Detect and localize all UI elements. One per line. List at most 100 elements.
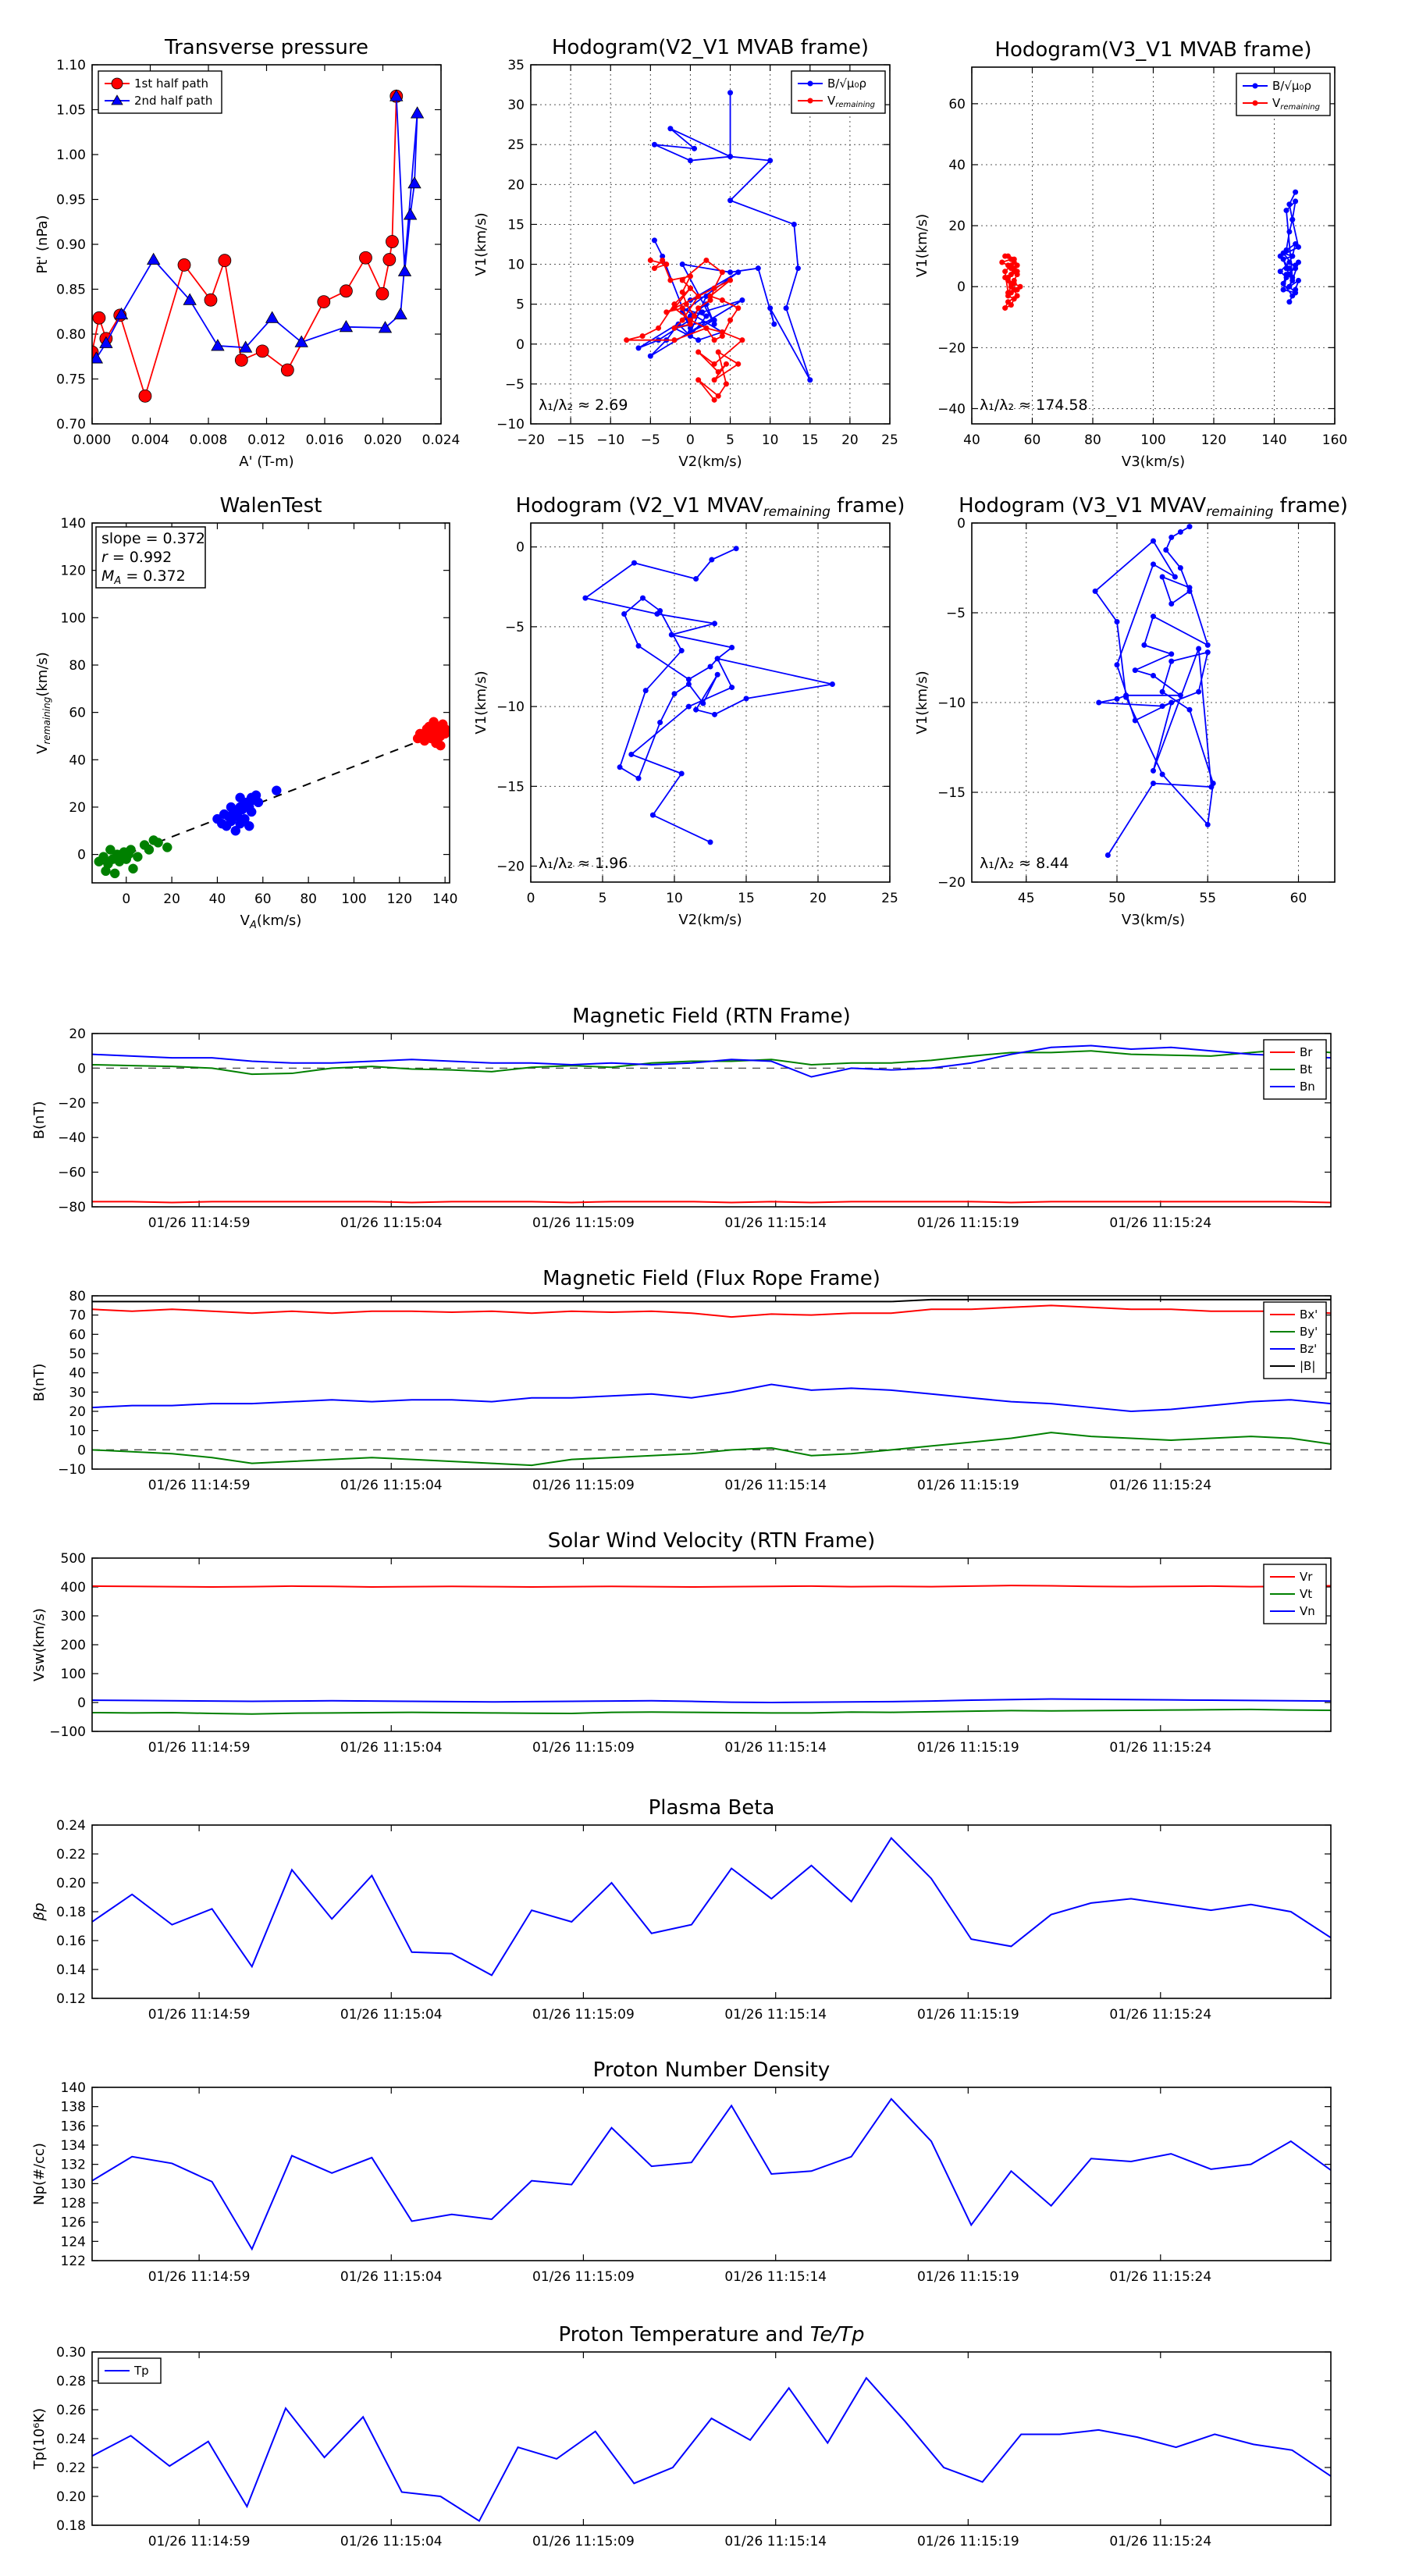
series-line [92, 1837, 1331, 1976]
axes-frame [91, 2087, 1332, 2261]
series-line [92, 1304, 1331, 1318]
data-point [1159, 771, 1165, 777]
y-tick-label: 0.75 [56, 372, 86, 388]
y-tick-label: 0.20 [56, 2489, 86, 2505]
y-tick-label: −5 [946, 606, 966, 621]
y-tick-label: 40 [948, 158, 966, 173]
data-point [651, 237, 657, 244]
data-point [739, 337, 745, 343]
stats-line: r = 0.992 [101, 549, 172, 566]
y-tick-label: 60 [69, 1327, 86, 1343]
series-vn [92, 1698, 1331, 1704]
legend-marker [1252, 100, 1258, 106]
x-tick-label: 01/26 11:15:24 [1109, 2269, 1211, 2285]
chart-title: Plasma Beta [649, 1796, 775, 1820]
title-main: Hodogram(V3_V1 MVAB frame) [994, 38, 1311, 62]
data-point [382, 253, 397, 266]
x-tick-label: 0.000 [73, 432, 112, 448]
y-tick-label: 130 [61, 2176, 86, 2192]
data-point [1177, 529, 1183, 535]
x-axis-label: V2(km/s) [678, 912, 742, 928]
data-point [1151, 561, 1156, 568]
y-tick-label: 0.95 [56, 193, 86, 208]
data-point [1151, 767, 1156, 774]
x-tick-label: 0 [527, 891, 535, 906]
plot-area [582, 546, 835, 845]
title-main: Magnetic Field (Flux Rope Frame) [542, 1267, 880, 1290]
x-tick-label: 01/26 11:15:09 [532, 1740, 635, 1756]
data-point [1204, 821, 1211, 827]
data-point [767, 158, 774, 164]
legend-frame [791, 70, 886, 114]
data-point [386, 235, 399, 248]
legend-label: Bz' [1300, 1342, 1317, 1356]
data-point [1177, 565, 1183, 571]
data-point [755, 265, 761, 272]
data-point [92, 311, 106, 325]
data-point [1151, 538, 1156, 544]
data-point [244, 820, 254, 831]
data-point [99, 336, 113, 348]
x-tick-label: 0 [122, 891, 130, 907]
legend-marker [111, 77, 123, 90]
data-point [712, 711, 718, 717]
series-tp [92, 2376, 1331, 2522]
x-tick-label: 01/26 11:15:04 [340, 2534, 443, 2549]
series-line [92, 1383, 1331, 1413]
data-point [621, 611, 628, 617]
x-tick-label: 10 [666, 891, 683, 906]
x-tick-label: 140 [1261, 432, 1286, 448]
series-bz [92, 1383, 1331, 1413]
data-point [1151, 673, 1156, 678]
data-point [719, 297, 725, 304]
chart-title: Hodogram (V3_V1 MVAVremaining frame) [959, 494, 1348, 520]
data-point [340, 284, 353, 298]
x-tick-label: 01/26 11:14:59 [148, 2534, 251, 2549]
data-point [723, 361, 729, 367]
data-point [1286, 265, 1293, 272]
chart-title: Transverse pressure [164, 36, 368, 59]
data-point [378, 321, 393, 333]
series-bt [212, 785, 282, 836]
series-np [92, 2097, 1331, 2251]
data-point [397, 264, 412, 276]
legend-marker [111, 94, 123, 105]
legend: 1st half path 2nd half path [98, 70, 222, 114]
x-tick-label: 01/26 11:15:09 [532, 1215, 635, 1231]
y-tick-label: 20 [69, 800, 86, 816]
y-tick-label: 0 [957, 516, 966, 532]
data-point [114, 307, 129, 320]
data-point [695, 293, 702, 299]
data-point [727, 154, 734, 160]
x-tick-label: 01/26 11:15:24 [1109, 1740, 1211, 1756]
data-point [711, 361, 717, 367]
x-tick-label: 01/26 11:15:14 [724, 2534, 827, 2549]
x-tick-label: 5 [726, 432, 735, 448]
legend-label: Bx' [1300, 1308, 1318, 1322]
y-tick-label: 200 [61, 1638, 86, 1653]
data-point [703, 313, 710, 319]
y-tick-label: −20 [58, 1096, 86, 1112]
data-point [1096, 699, 1102, 706]
legend-frame [1236, 73, 1331, 116]
chart-tp: Transverse pressure 0.000 0.004 0.008 0.012 0… [34, 36, 460, 470]
axes-frame [971, 66, 1336, 425]
x-tick-label: 40 [209, 891, 226, 907]
x-tick-label: 01/26 11:15:09 [532, 2269, 635, 2285]
data-point [783, 305, 789, 311]
legend-text: B/√μ₀ρ [1272, 79, 1311, 93]
y-tick-label: 0.85 [56, 283, 86, 298]
data-point [660, 257, 666, 263]
x-tick-label: 01/26 11:14:59 [148, 1478, 251, 1493]
data-point [719, 269, 725, 276]
y-axis-label: B(nT) [31, 1101, 48, 1140]
data-point [739, 297, 745, 304]
data-point [743, 696, 749, 702]
axes-frame [91, 2351, 1332, 2526]
series-line [92, 2097, 1331, 2251]
y-tick-label: −40 [58, 1130, 86, 1146]
data-point [294, 335, 308, 347]
data-point [1168, 534, 1175, 540]
plot-area [92, 1837, 1331, 1976]
chart-mag_rtn: Magnetic Field (RTN Frame) 01/26 11:14:59… [31, 1005, 1332, 1231]
